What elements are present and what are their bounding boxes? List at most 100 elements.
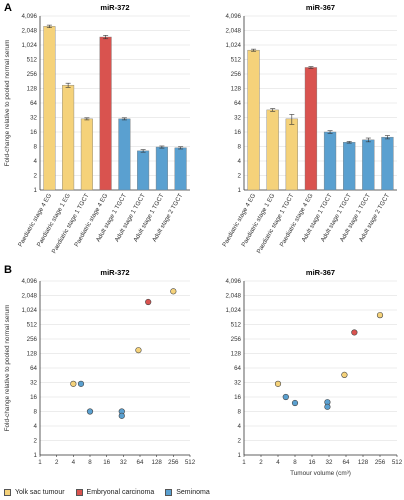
bar-2 <box>62 84 75 191</box>
x-tick-label: 8 <box>88 459 92 466</box>
legend-item-embryonal: Embryonal carcinoma <box>75 488 155 496</box>
x-tick-label: 8 <box>293 459 297 466</box>
x-tick-label: 2 <box>55 459 59 466</box>
y-tick-label: 32 <box>234 380 241 387</box>
x-tick-label: 32 <box>120 459 127 466</box>
chart-title: miR-367 <box>306 3 335 12</box>
panel-label-a: A <box>4 2 12 14</box>
legend: Yolk sac tumour Embryonal carcinoma Semi… <box>4 486 221 498</box>
y-tick-label: 1 <box>238 187 242 194</box>
y-tick-label: 32 <box>30 380 37 387</box>
bar-6 <box>137 150 150 191</box>
y-tick-label: 16 <box>30 129 37 136</box>
y-tick-label: 512 <box>27 322 38 329</box>
legend-label-yolk-sac: Yolk sac tumour <box>15 488 65 496</box>
x-tick-label: 16 <box>309 459 316 466</box>
y-tick-label: 2,048 <box>22 28 38 35</box>
x-tick-label: 256 <box>168 459 179 466</box>
y-tick-label: 8 <box>34 409 38 416</box>
legend-label-embryonal: Embryonal carcinoma <box>86 488 155 496</box>
y-tick-label: 32 <box>234 115 241 122</box>
x-tick-label: 1 <box>242 459 246 466</box>
y-tick-label: 1 <box>34 452 38 459</box>
y-tick-label: 64 <box>234 100 241 107</box>
y-tick-label: 2 <box>34 438 38 445</box>
bar-3 <box>285 118 298 191</box>
point-8 <box>324 403 331 410</box>
bar-5 <box>323 131 337 191</box>
y-tick-label: 2,048 <box>226 293 242 300</box>
x-tick-label: 64 <box>343 459 350 466</box>
bar-4 <box>99 36 112 191</box>
y-tick-label: 4 <box>34 158 38 165</box>
x-tick-label: 256 <box>375 459 386 466</box>
y-tick-label: 16 <box>30 394 37 401</box>
x-tick-label: 128 <box>358 459 369 466</box>
y-tick-label: 8 <box>34 144 38 151</box>
bar-8 <box>174 147 187 191</box>
x-tick-label: 2 <box>259 459 263 466</box>
x-tick-label: 128 <box>152 459 163 466</box>
y-tick-label: 1,024 <box>226 307 242 314</box>
y-tick-label: 256 <box>231 71 242 78</box>
bar-5 <box>118 118 131 191</box>
y-tick-label: 2,048 <box>226 28 242 35</box>
chart-title: miR-372 <box>100 3 129 12</box>
x-tick-label: 4 <box>72 459 76 466</box>
y-tick-label: 128 <box>231 351 242 358</box>
y-tick-label: 2,048 <box>22 293 38 300</box>
point-8 <box>118 412 125 419</box>
y-tick-label: 2 <box>238 438 242 445</box>
point-5 <box>282 393 289 401</box>
chart-a-mir-367: miR-367 1 2 4 8 16 32 64 128 256 512 1,024 2,048 4,09… <box>221 3 397 255</box>
legend-item-yolk-sac: Yolk sac tumour <box>4 488 65 496</box>
y-tick-label: 256 <box>231 336 242 343</box>
point-1 <box>274 380 282 387</box>
x-tick-label: Paediatric stage 1 EG <box>36 192 72 248</box>
figure-canvas: A B miR-37212481632641282565121,0242,048… <box>4 2 403 477</box>
y-tick-label: 64 <box>30 365 37 372</box>
chart-title: miR-367 <box>306 268 335 277</box>
x-tick-label: 512 <box>392 459 403 466</box>
y-tick-label: 128 <box>231 86 242 93</box>
y-tick-label: 4,096 <box>22 278 38 285</box>
y-tick-label: 1,024 <box>22 307 38 314</box>
bar-4 <box>304 67 318 191</box>
y-tick-label: 64 <box>234 365 241 372</box>
point-6 <box>291 399 299 407</box>
bar-1 <box>247 49 260 191</box>
y-tick-label: 32 <box>30 115 37 122</box>
chart-a-mir-372: miR-372 1 2 4 8 16 32 64 128 256 512 1,024 2,048 4,09… <box>4 3 190 255</box>
y-tick-label: 16 <box>234 129 241 136</box>
y-tick-label: 4,096 <box>226 13 242 20</box>
x-tick-label: Paediatric stage 4 EG <box>221 192 257 248</box>
y-tick-label: 512 <box>27 57 38 64</box>
y-tick-label: 1 <box>238 452 242 459</box>
legend-swatch-yolk-sac <box>4 488 11 496</box>
x-tick-label: 16 <box>103 459 110 466</box>
chart-b-mir-367: miR-36712481632641282565121,0242,0484,09… <box>226 268 403 477</box>
point-4 <box>351 329 358 336</box>
y-tick-label: 1,024 <box>226 42 242 49</box>
point-3 <box>170 288 177 295</box>
point-2 <box>135 347 142 354</box>
y-tick-label: 4 <box>34 423 38 430</box>
y-tick-label: 512 <box>231 57 242 64</box>
point-2 <box>341 371 348 379</box>
y-tick-label: 128 <box>27 86 38 93</box>
y-tick-label: 512 <box>231 322 242 329</box>
y-tick-label: 2 <box>238 173 242 180</box>
y-tick-label: 128 <box>27 351 38 358</box>
x-tick-label: 1 <box>38 459 42 466</box>
point-1 <box>70 380 77 387</box>
point-4 <box>145 298 152 306</box>
legend-swatch-seminoma <box>165 488 173 496</box>
chart-title: miR-372 <box>100 268 129 277</box>
point-5 <box>77 380 85 387</box>
x-tick-label: 64 <box>137 459 144 466</box>
y-tick-label: 4,096 <box>22 13 38 20</box>
x-tick-label: Paediatric stage 4 EG <box>17 192 53 248</box>
x-tick-label: Paediatric stage 4 EG <box>73 192 109 248</box>
panel-label-b: B <box>4 264 12 276</box>
legend-label-seminoma: Seminoma <box>176 488 210 496</box>
